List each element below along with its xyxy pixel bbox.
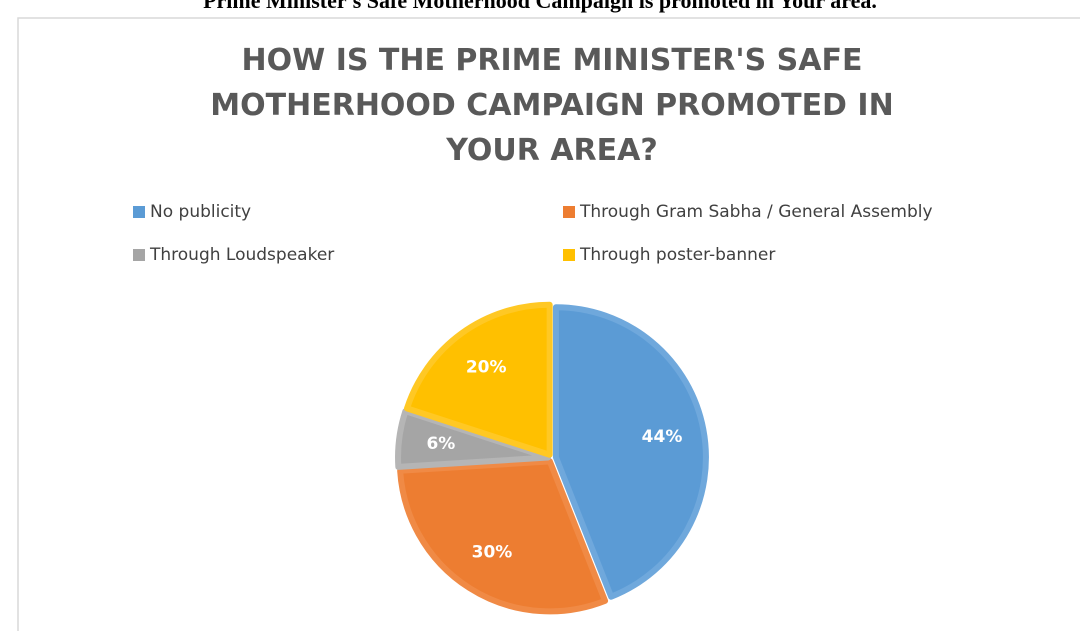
pie-slice xyxy=(395,408,552,470)
legend-label: Through poster-banner xyxy=(579,245,775,265)
legend-swatch xyxy=(563,249,575,261)
data-label: 20% xyxy=(466,357,507,377)
caption: Prime Minister's Safe Motherhood Campaig… xyxy=(203,0,877,13)
chart-title: HOW IS THE PRIME MINISTER'S SAFE MOTHERHO… xyxy=(210,43,893,168)
data-label: 30% xyxy=(472,543,513,563)
pie-slice xyxy=(552,304,709,600)
legend-swatch xyxy=(133,249,145,261)
data-label: 44% xyxy=(642,427,683,447)
legend-swatch xyxy=(563,206,575,218)
legend-label: No publicity xyxy=(150,202,251,222)
legend-label: Through Loudspeaker xyxy=(149,245,334,265)
data-label: 6% xyxy=(426,434,455,454)
pie-slice xyxy=(403,301,553,458)
pie-slice xyxy=(397,458,609,615)
legend-swatch xyxy=(133,206,145,218)
legend-label: Through Gram Sabha / General Assembly xyxy=(579,202,933,222)
chart-border xyxy=(17,17,1080,631)
